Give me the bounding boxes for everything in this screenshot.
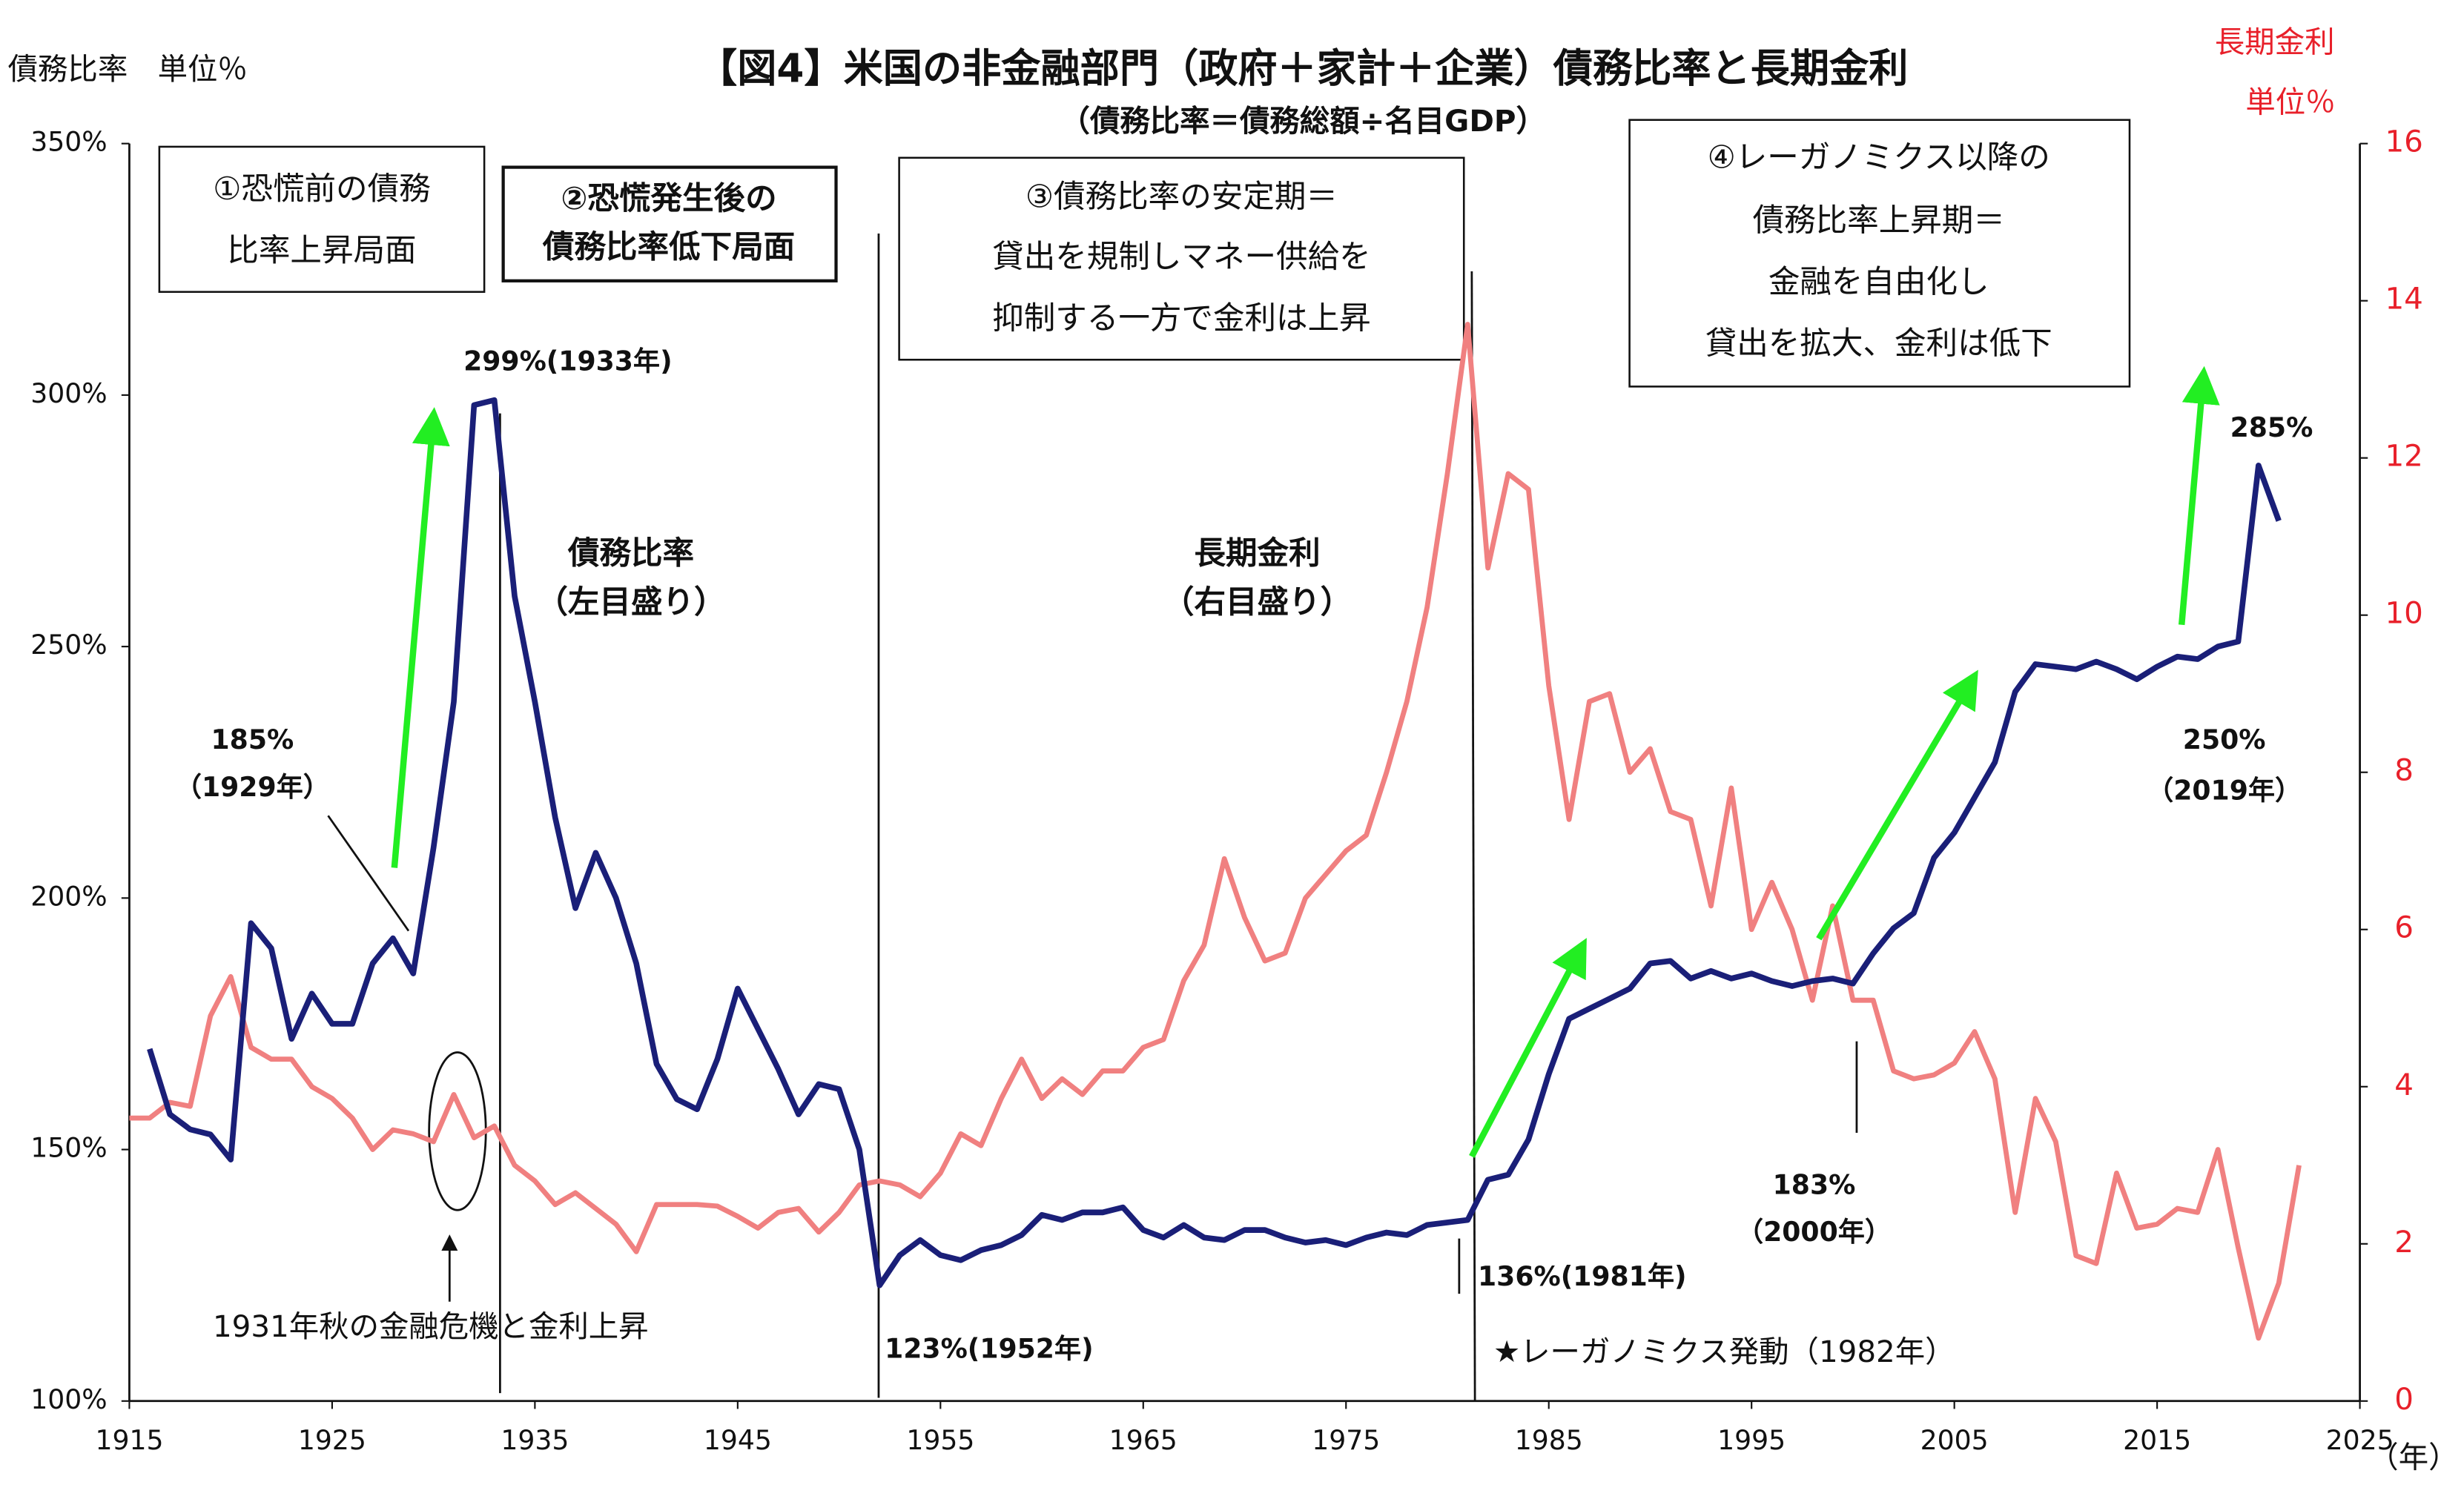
- x-tick-label: 1915: [95, 1424, 163, 1456]
- annotation: ③債務比率の安定期＝: [1025, 179, 1338, 216]
- annotation: （左目盛り）: [536, 585, 725, 621]
- annotation: 比率上昇局面: [227, 233, 416, 269]
- x-tick-label: 1995: [1717, 1424, 1786, 1456]
- annotation: 抑制する一方で金利は上昇: [992, 301, 1370, 337]
- y2-tick-label: 16: [2385, 124, 2422, 159]
- box: [898, 156, 1465, 361]
- annotation: （2019年）: [2147, 774, 2302, 806]
- x-tick-label: 2015: [2123, 1424, 2191, 1456]
- annotation: 250%: [2183, 724, 2266, 755]
- x-tick-label: 2005: [1920, 1424, 1989, 1456]
- annotation: 183%: [1773, 1168, 1856, 1200]
- y2-tick-label: 6: [2394, 910, 2414, 945]
- annotation: ①恐慌前の債務: [213, 171, 430, 208]
- y2-tick-label: 12: [2385, 438, 2422, 474]
- annotation: 1931年秋の金融危機と金利上昇: [213, 1309, 649, 1344]
- y2-axis-label: 単位％: [2245, 84, 2335, 119]
- x-tick-label: 1945: [704, 1424, 772, 1456]
- box: [501, 165, 838, 282]
- annotation: 299%(1933年): [463, 345, 672, 377]
- x-tick-label: 1965: [1109, 1424, 1177, 1456]
- y-tick-label: 350%: [30, 126, 107, 158]
- y-tick-label: 150%: [30, 1132, 107, 1164]
- annotation: 123%(1952年): [885, 1333, 1093, 1365]
- y2-tick-label: 10: [2385, 595, 2422, 631]
- annotation: ④レーガノミクス以降の: [1708, 139, 2050, 176]
- y-tick-label: 250%: [30, 629, 107, 661]
- annotation: 貸出を規制しマネー供給を: [992, 239, 1370, 276]
- annotation: （2000年）: [1737, 1216, 1892, 1248]
- y-tick-label: 100%: [30, 1383, 107, 1415]
- annotation: 金融を自由化し: [1768, 265, 1989, 301]
- leader-line: [327, 815, 410, 932]
- chart-subtitle: （債務比率＝債務総額÷名目GDP）: [1060, 103, 1546, 139]
- annotation: 136%(1981年): [1478, 1260, 1686, 1292]
- box: [1628, 119, 2131, 388]
- box: [158, 145, 486, 293]
- y2-tick-label: 14: [2385, 281, 2422, 317]
- series-label: 長期金利: [1194, 536, 1320, 572]
- plot: 100% 150% 200% 250% 300% 350% 0 2 4 6 8 10 12 14 16 191…: [30, 124, 2423, 1456]
- arrow: [1816, 669, 1978, 941]
- y2-tick-label: 8: [2394, 752, 2414, 788]
- y-axis-label: 債務比率 単位％: [8, 51, 248, 87]
- x-tick-label: 2025: [2326, 1424, 2394, 1456]
- annotation: 185%: [211, 724, 294, 755]
- x-axis-label: （年）: [2368, 1440, 2458, 1475]
- x-tick-label: 1935: [501, 1424, 569, 1456]
- y2-tick-label: 0: [2394, 1381, 2414, 1417]
- arrow: [391, 407, 450, 868]
- x-tick-label: 1955: [906, 1424, 974, 1456]
- annotation: 債務比率低下局面: [542, 230, 795, 266]
- annotation: （右目盛り）: [1163, 585, 1352, 621]
- guide-line: [1470, 271, 1476, 1401]
- chart-title: 【図4】米国の非金融部門（政府＋家計＋企業）債務比率と長期金利: [698, 45, 1908, 91]
- annotation: 285%: [2230, 411, 2313, 443]
- arrow: [2178, 365, 2220, 626]
- y-tick-label: 200%: [30, 880, 107, 912]
- annotation: ★レーガノミクス発動（1982年）: [1493, 1334, 1955, 1369]
- x-tick-label: 1975: [1312, 1424, 1380, 1456]
- x-tick-label: 1985: [1515, 1424, 1583, 1456]
- series-line: [129, 322, 2302, 1341]
- annotation: （1929年）: [175, 771, 330, 803]
- annotation-boxes: [158, 119, 2131, 388]
- arrow: [1469, 938, 1587, 1158]
- y2-tick-label: 4: [2394, 1067, 2414, 1102]
- annotation: 債務比率上昇期＝: [1753, 203, 2005, 239]
- annotation: ②恐慌発生後の: [561, 181, 776, 217]
- series-label: 債務比率: [567, 536, 694, 572]
- y-tick-label: 300%: [30, 377, 107, 409]
- annotation: 貸出を拡大、金利は低下: [1705, 326, 2052, 363]
- y2-tick-label: 2: [2394, 1224, 2414, 1260]
- series-line: [147, 397, 2282, 1288]
- y2-axis-label: 長期金利: [2215, 24, 2335, 60]
- trend-arrows: [391, 365, 2220, 1158]
- x-tick-label: 1925: [298, 1424, 366, 1456]
